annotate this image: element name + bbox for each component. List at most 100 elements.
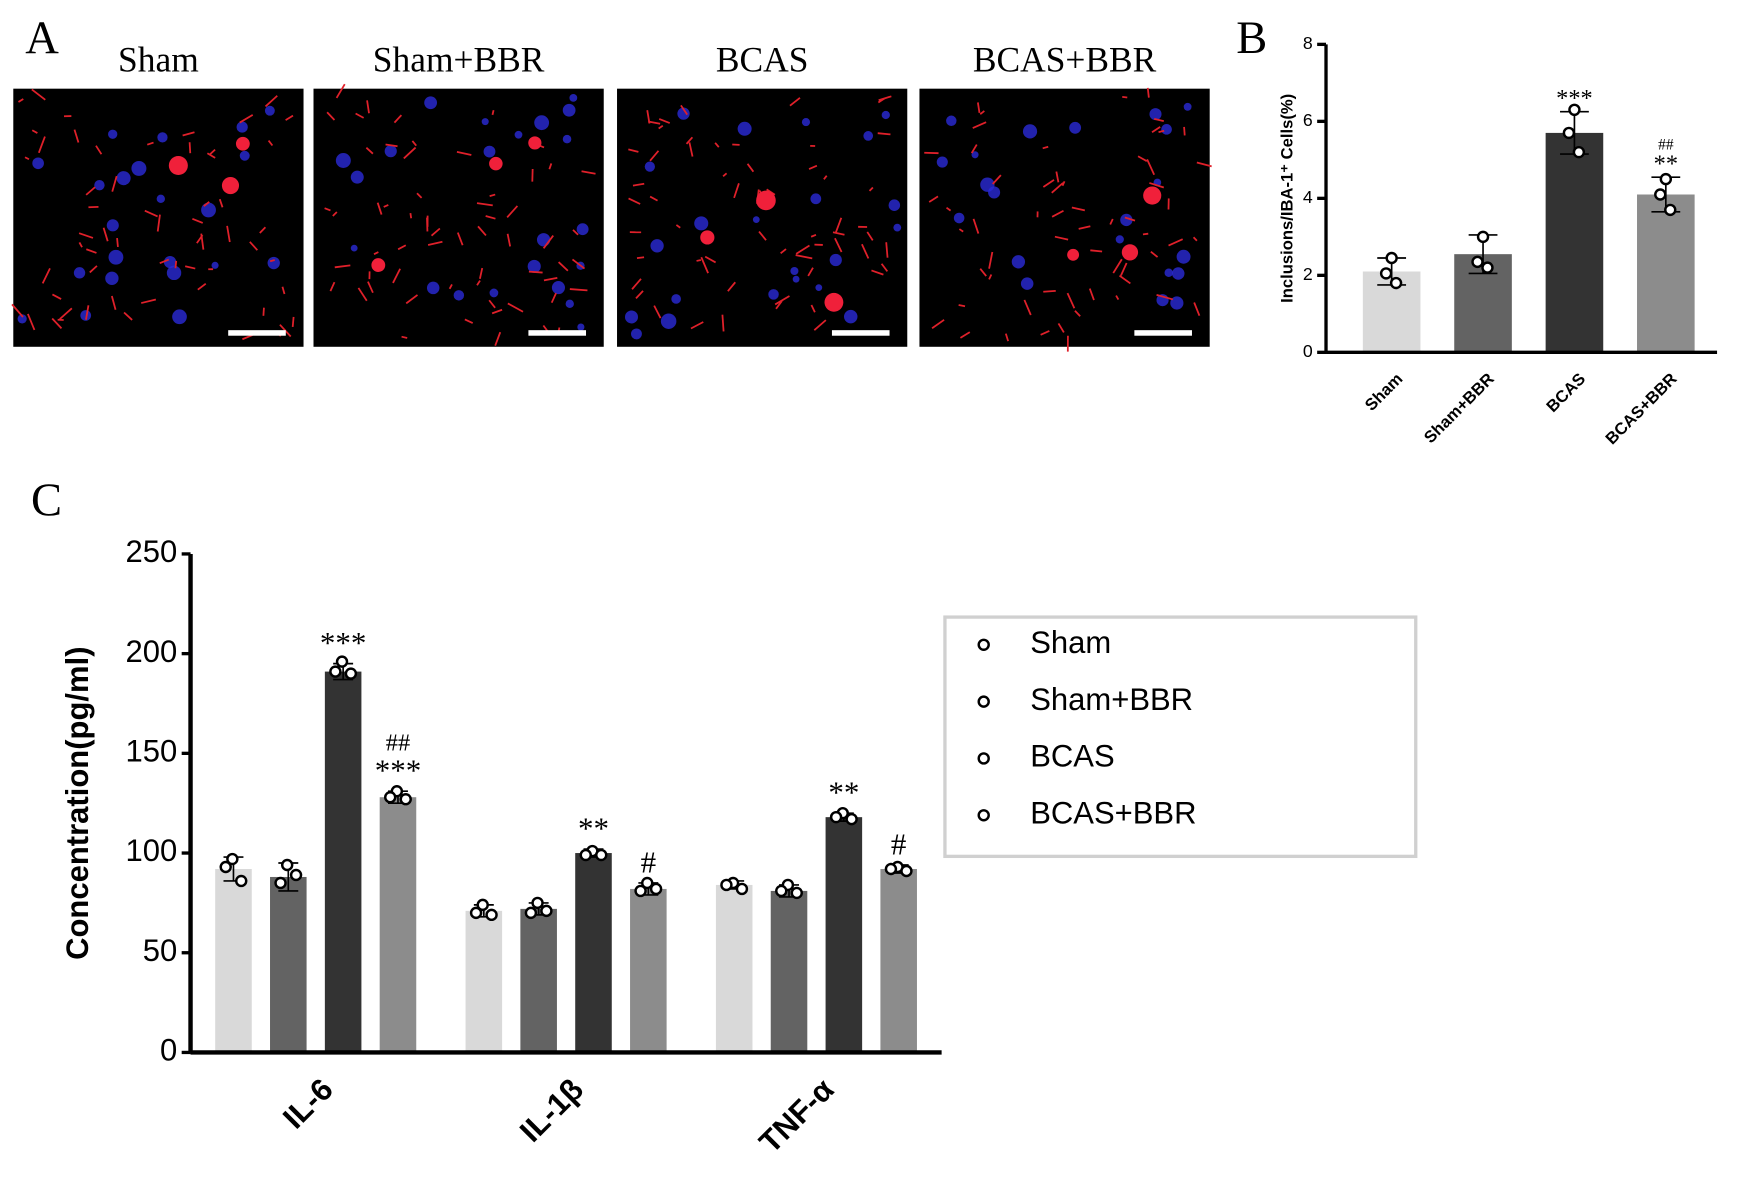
process (976, 102, 981, 114)
process (653, 305, 662, 319)
nucleus (881, 110, 890, 120)
process (226, 225, 231, 243)
process (11, 303, 24, 318)
process (688, 142, 694, 157)
process (27, 313, 36, 331)
process (834, 237, 843, 253)
process (958, 304, 966, 308)
x-tick-label: Sham+BBR (1420, 369, 1498, 447)
process (1040, 330, 1050, 336)
process (1023, 299, 1032, 316)
data-point (531, 896, 544, 910)
significance: *** (1556, 85, 1593, 112)
process (485, 215, 496, 220)
nucleus (166, 265, 182, 281)
panel-letter: A (25, 13, 59, 64)
process (200, 233, 205, 250)
process (31, 88, 46, 101)
process (1158, 129, 1165, 133)
process (1088, 288, 1095, 301)
bar (324, 671, 362, 1053)
process (1122, 95, 1128, 99)
data-point (476, 898, 489, 912)
cell-body (824, 292, 844, 312)
process (700, 256, 709, 274)
process (476, 280, 481, 286)
process (393, 114, 403, 124)
nucleus (483, 145, 496, 158)
process (871, 269, 884, 276)
process (31, 129, 38, 134)
significance: # (891, 826, 907, 861)
process (267, 140, 274, 147)
x-tick-label: TNF-α (752, 1072, 840, 1160)
nucleus (1149, 108, 1162, 121)
nucleus (108, 129, 118, 139)
nucleus (562, 134, 572, 144)
nucleus (893, 223, 902, 232)
nucleus (236, 121, 248, 133)
process (885, 242, 889, 258)
nucleus (631, 328, 642, 340)
process (550, 292, 557, 304)
data-point (540, 904, 553, 918)
bar (1637, 194, 1695, 353)
process (373, 251, 379, 256)
data-point (1385, 251, 1398, 265)
nucleus (131, 160, 147, 176)
process (945, 206, 952, 212)
nucleus (660, 313, 677, 329)
process (144, 209, 158, 218)
process (385, 143, 398, 148)
process (285, 114, 294, 121)
bar (575, 853, 612, 1053)
process (355, 112, 365, 119)
nucleus (536, 233, 551, 247)
data-point (1659, 172, 1673, 186)
nucleus (953, 212, 965, 224)
cell-body (235, 136, 250, 151)
process (52, 293, 62, 300)
nucleus (32, 157, 44, 170)
micrograph (617, 88, 908, 347)
process (1112, 258, 1123, 274)
y-axis-label: Concentration(pg/ml) (60, 646, 95, 959)
nucleus (384, 145, 397, 158)
process (972, 218, 980, 234)
process (727, 281, 736, 292)
process (861, 243, 870, 259)
process (1057, 322, 1065, 333)
nucleus (1115, 235, 1124, 244)
significance: # (641, 844, 657, 879)
process (403, 146, 417, 160)
nucleus (829, 253, 842, 267)
process (775, 300, 783, 310)
process (479, 267, 484, 279)
nucleus (514, 130, 523, 139)
bar (880, 868, 917, 1053)
process (184, 265, 196, 270)
nucleus (1069, 121, 1082, 134)
process (376, 202, 383, 215)
process (714, 142, 720, 148)
process (357, 287, 368, 302)
process (1042, 145, 1049, 150)
nucleus (971, 151, 979, 159)
process (111, 175, 118, 192)
process (746, 163, 755, 173)
nucleus (946, 115, 957, 126)
nucleus (844, 309, 858, 324)
process (680, 104, 688, 116)
process (37, 136, 46, 154)
nucleus (694, 216, 709, 231)
nucleus (644, 161, 655, 172)
process (197, 282, 207, 291)
data-point (485, 908, 498, 922)
cell-body (528, 136, 542, 150)
process (18, 98, 24, 103)
process (988, 251, 994, 269)
process (291, 316, 295, 328)
process (979, 268, 987, 277)
process (789, 97, 801, 107)
nucleus (671, 294, 681, 304)
